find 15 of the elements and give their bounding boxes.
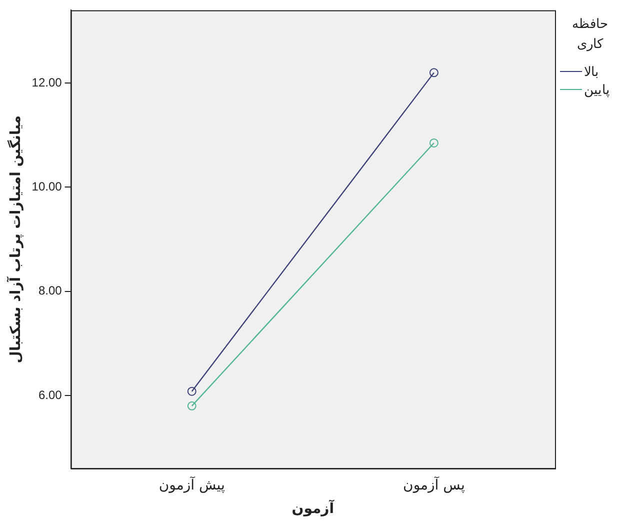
y-tick-label: 12.00	[32, 75, 62, 90]
legend-label: بالا	[584, 64, 599, 78]
x-axis-title: آزمون	[292, 499, 336, 518]
x-tick-label: پس آزمون	[403, 475, 465, 494]
x-tick-label: پیش آزمون	[158, 475, 226, 494]
y-tick-label: 10.00	[32, 180, 62, 194]
point	[429, 68, 438, 78]
point	[187, 401, 196, 410]
y-tick-label: 8.00	[38, 284, 62, 298]
y-tick-label: 6.00	[38, 388, 62, 402]
point	[429, 138, 438, 148]
legend-title: حافظه کاری	[571, 15, 609, 54]
point	[187, 386, 196, 396]
legend-label: پایین	[584, 82, 610, 96]
y-axis-title: میانگین امتیازات پرتاب آزاد بسکتبال	[6, 115, 24, 364]
